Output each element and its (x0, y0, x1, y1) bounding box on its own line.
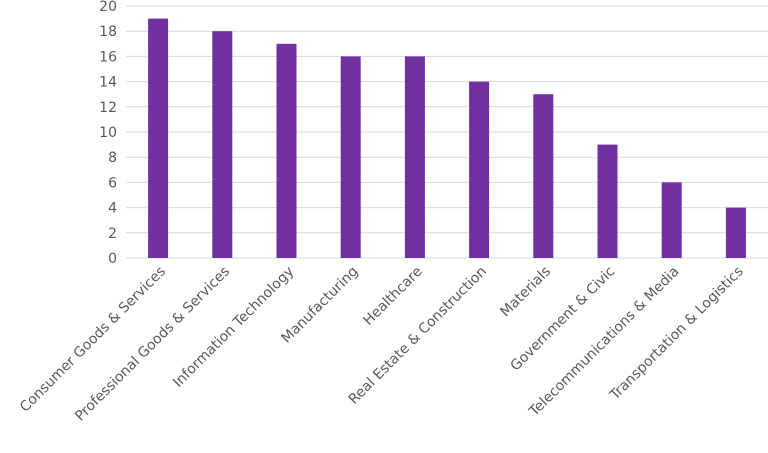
gridlines (126, 5, 768, 259)
y-tick-label: 18 (99, 24, 117, 40)
bar-8 (661, 182, 682, 258)
bar-1 (212, 31, 233, 259)
y-tick-label: 16 (99, 49, 117, 65)
bars (148, 18, 746, 259)
y-tick-label: 8 (108, 150, 117, 166)
y-tick-label: 2 (108, 226, 117, 242)
y-axis-tick-labels: 0 2 4 6 8 10 12 14 16 18 20 (99, 0, 117, 267)
x-tick-label: Transportation & Logistics (606, 264, 746, 404)
bar-2 (276, 43, 297, 258)
bar-4 (404, 56, 425, 259)
y-tick-label: 14 (99, 75, 117, 91)
y-tick-label: 10 (99, 125, 117, 141)
bar-9 (725, 207, 746, 258)
bar-0 (148, 18, 169, 258)
bar-5 (469, 81, 490, 258)
x-tick-label: Information Technology (170, 264, 297, 391)
y-tick-label: 0 (108, 251, 117, 267)
x-tick-label: Materials (497, 264, 554, 321)
x-tick-label: Government & Civic (508, 264, 619, 375)
x-tick-label: Real Estate & Construction (346, 264, 490, 408)
y-tick-label: 6 (108, 175, 117, 191)
y-tick-label: 4 (108, 201, 117, 217)
y-tick-label: 20 (99, 0, 117, 15)
y-tick-label: 12 (99, 100, 117, 116)
x-tick-label: Healthcare (360, 264, 425, 329)
bar-6 (533, 94, 554, 258)
bar-3 (340, 56, 361, 259)
bar-7 (597, 144, 618, 258)
